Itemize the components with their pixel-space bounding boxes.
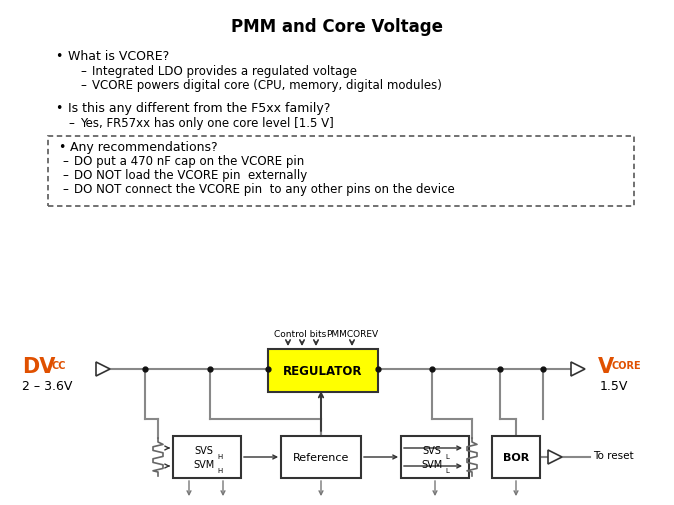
Bar: [268, 349, 378, 392]
Text: Integrated LDO provides a regulated voltage: Integrated LDO provides a regulated volt…: [92, 65, 357, 78]
Text: L: L: [445, 453, 449, 459]
Text: –: –: [62, 155, 68, 168]
Text: –: –: [62, 183, 68, 195]
Text: Control bits: Control bits: [274, 329, 326, 338]
Polygon shape: [96, 362, 110, 376]
Text: Yes, FR57xx has only one core level [1.5 V]: Yes, FR57xx has only one core level [1.5…: [80, 117, 334, 130]
Text: •: •: [55, 102, 63, 115]
Bar: [173, 436, 241, 478]
Text: SVS: SVS: [423, 445, 441, 455]
Text: –: –: [68, 117, 74, 130]
Text: DO NOT connect the VCORE pin  to any other pins on the device: DO NOT connect the VCORE pin to any othe…: [74, 183, 455, 195]
Text: BOR: BOR: [503, 452, 529, 462]
Text: –: –: [80, 79, 86, 92]
Text: H: H: [217, 467, 222, 473]
Polygon shape: [548, 450, 562, 464]
Text: PMMCOREV: PMMCOREV: [326, 329, 378, 338]
Text: Is this any different from the F5xx family?: Is this any different from the F5xx fami…: [68, 102, 330, 115]
Text: H: H: [217, 453, 222, 459]
Text: L: L: [445, 467, 449, 473]
Text: VCORE powers digital core (CPU, memory, digital modules): VCORE powers digital core (CPU, memory, …: [92, 79, 442, 92]
Bar: [48, 137, 634, 207]
Text: PMM and Core Voltage: PMM and Core Voltage: [231, 18, 443, 36]
Text: Reference: Reference: [293, 452, 349, 462]
Text: To reset: To reset: [593, 450, 634, 460]
Text: Any recommendations?: Any recommendations?: [70, 141, 218, 154]
Bar: [281, 436, 361, 478]
Text: SVS: SVS: [195, 445, 214, 455]
Text: DO NOT load the VCORE pin  externally: DO NOT load the VCORE pin externally: [74, 169, 307, 182]
Text: •: •: [58, 141, 65, 154]
Text: What is VCORE?: What is VCORE?: [68, 50, 169, 63]
Text: REGULATOR: REGULATOR: [283, 364, 363, 377]
Text: DV: DV: [22, 357, 55, 376]
Text: •: •: [55, 50, 63, 63]
Text: DO put a 470 nF cap on the VCORE pin: DO put a 470 nF cap on the VCORE pin: [74, 155, 304, 168]
Polygon shape: [571, 362, 585, 376]
Text: SVM: SVM: [421, 459, 443, 469]
Text: –: –: [80, 65, 86, 78]
Text: CC: CC: [51, 360, 65, 370]
Text: V: V: [598, 357, 614, 376]
Text: SVM: SVM: [193, 459, 214, 469]
Text: –: –: [62, 169, 68, 182]
Text: CORE: CORE: [612, 360, 642, 370]
Bar: [492, 436, 540, 478]
Text: 2 – 3.6V: 2 – 3.6V: [22, 379, 72, 392]
Text: 1.5V: 1.5V: [600, 379, 628, 392]
Bar: [401, 436, 469, 478]
